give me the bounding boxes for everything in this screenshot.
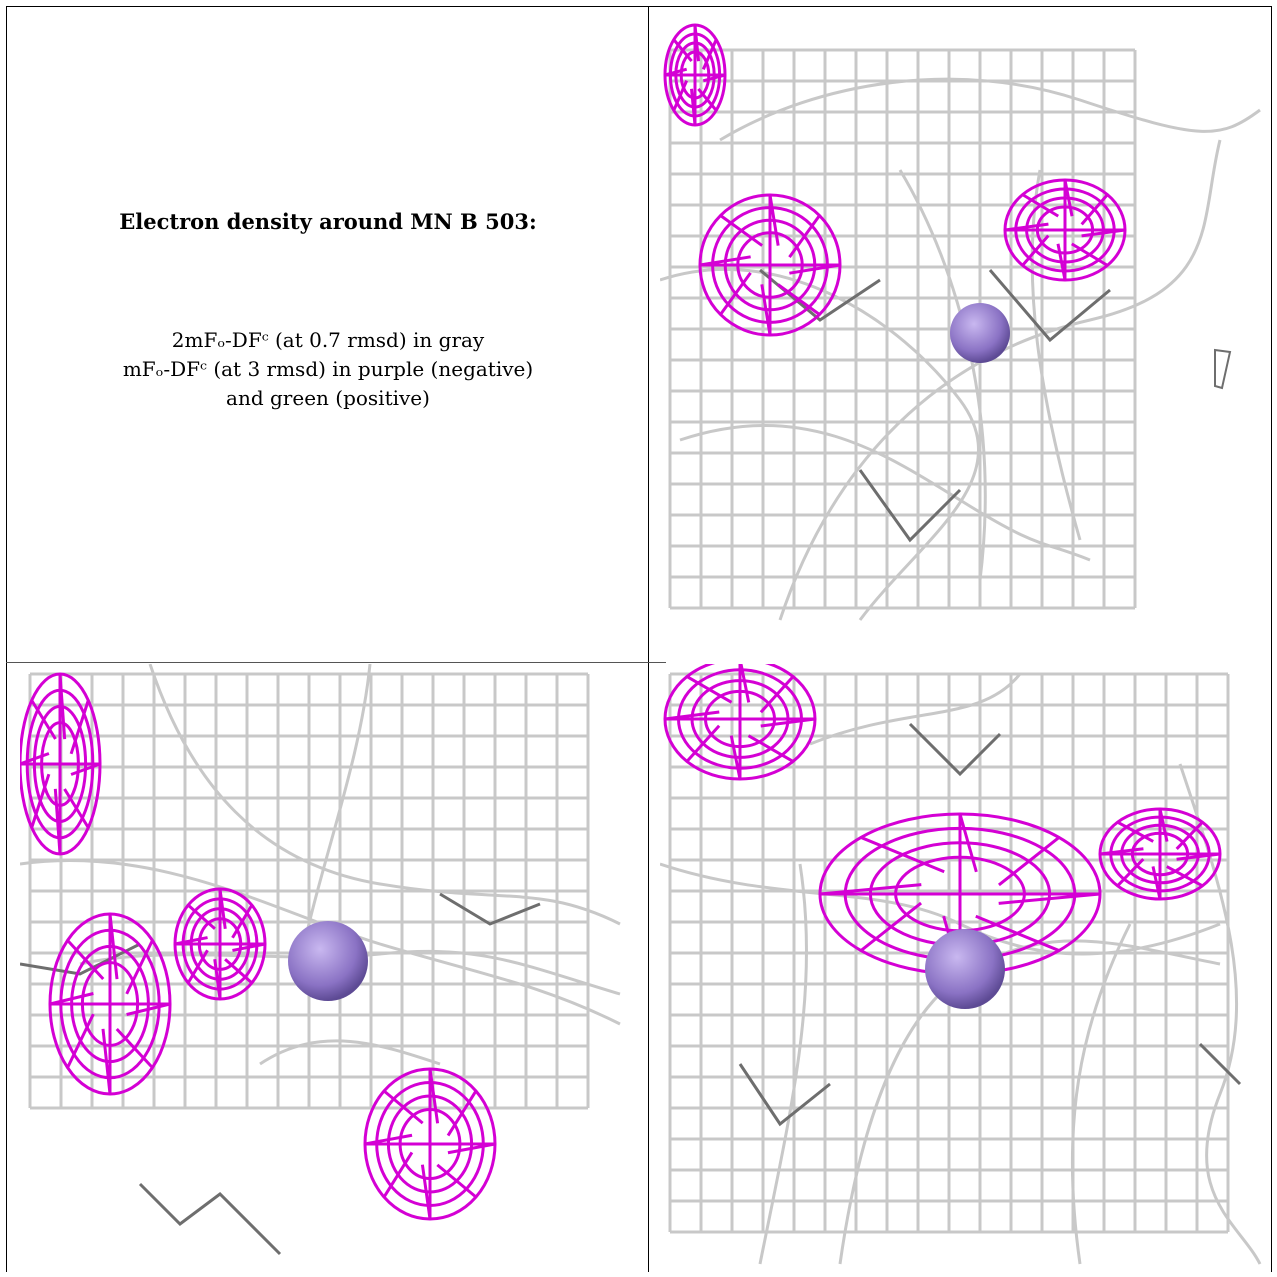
caption-line-positive: and green (positive) — [226, 386, 430, 410]
negative-density-cage-corner — [663, 664, 817, 781]
density-view-top-right — [660, 20, 1268, 636]
negative-density-cage-right — [1003, 178, 1127, 282]
density-view-bottom-right — [660, 664, 1270, 1274]
density-mesh-image — [660, 664, 1262, 1265]
density-view-bottom-left — [20, 664, 648, 1274]
mn-atom-top-right-sphere — [950, 303, 1010, 363]
caption-title: Electron density around MN B 503: — [119, 209, 537, 234]
small-mesh-fragment — [1214, 348, 1232, 390]
negative-density-cage-bottom — [363, 1067, 497, 1221]
negative-density-cage-top — [20, 672, 102, 856]
caption-description: 2mFₒ-DFᶜ (at 0.7 rmsd) in gray mFₒ-DFᶜ (… — [8, 326, 648, 413]
caption-cell: Electron density around MN B 503: 2mFₒ-D… — [8, 8, 648, 662]
caption-line-2fo-map: 2mFₒ-DFᶜ (at 0.7 rmsd) in gray — [171, 328, 485, 352]
negative-density-cage-left — [48, 912, 172, 1096]
gray-mesh-curves — [20, 664, 621, 1066]
gray-mesh-dark — [20, 892, 541, 1256]
density-mesh-image — [20, 664, 621, 1256]
gray-mesh-dark — [738, 722, 1242, 1127]
table-border-top — [6, 6, 1272, 7]
mn-atom-bottom-left-sphere — [288, 921, 368, 1001]
negative-density-cage-center — [173, 887, 267, 1001]
caption-line-fo-map: mFₒ-DFᶜ (at 3 rmsd) in purple (negative) — [122, 357, 534, 381]
density-mesh-image — [660, 23, 1261, 621]
gray-mesh-grid — [28, 672, 590, 1110]
table-border-middle-horizontal — [6, 662, 666, 663]
table-border-middle-vertical — [648, 6, 649, 1272]
negative-density-cage-left — [698, 193, 842, 337]
negative-density-cage-center — [818, 812, 1102, 976]
table-border-left — [6, 6, 7, 1272]
mn-atom-bottom-right-sphere — [925, 929, 1005, 1009]
table-border-right — [1271, 6, 1272, 1272]
negative-density-cage-corner — [663, 23, 727, 127]
negative-density-cage-right — [1098, 807, 1222, 901]
